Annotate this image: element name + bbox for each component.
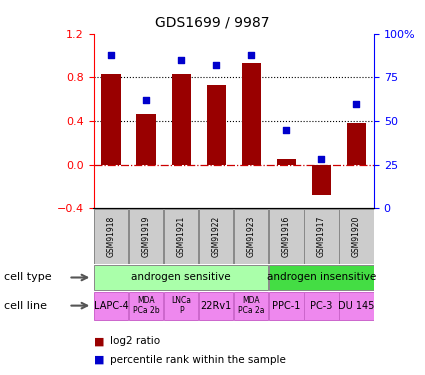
Text: MDA
PCa 2b: MDA PCa 2b [133,296,159,315]
Text: GSM91920: GSM91920 [352,216,361,257]
FancyBboxPatch shape [199,291,233,320]
FancyBboxPatch shape [234,291,269,320]
Text: GSM91917: GSM91917 [317,216,326,257]
FancyBboxPatch shape [129,291,163,320]
Text: androgen insensitive: androgen insensitive [267,273,376,282]
Text: 22Rv1: 22Rv1 [201,301,232,310]
Text: PC-3: PC-3 [310,301,333,310]
FancyBboxPatch shape [94,265,269,290]
Text: androgen sensitive: androgen sensitive [131,273,231,282]
Bar [312,165,331,195]
FancyBboxPatch shape [164,209,198,264]
FancyBboxPatch shape [269,265,374,290]
FancyBboxPatch shape [339,291,374,320]
FancyBboxPatch shape [199,209,233,264]
Text: GSM91919: GSM91919 [142,216,150,257]
FancyBboxPatch shape [269,291,303,320]
Text: LAPC-4: LAPC-4 [94,301,128,310]
Text: PPC-1: PPC-1 [272,301,300,310]
FancyBboxPatch shape [94,291,128,320]
Point [108,52,114,58]
Text: ■: ■ [94,336,104,346]
FancyBboxPatch shape [164,291,198,320]
Text: GSM91916: GSM91916 [282,216,291,257]
Bar [172,74,191,165]
Point [318,156,325,162]
Text: LNCa
P: LNCa P [171,296,191,315]
FancyBboxPatch shape [234,209,269,264]
Text: log2 ratio: log2 ratio [110,336,161,346]
Text: GSM91923: GSM91923 [247,216,256,257]
Text: GSM91921: GSM91921 [177,216,186,257]
FancyBboxPatch shape [94,209,128,264]
Text: percentile rank within the sample: percentile rank within the sample [110,355,286,365]
FancyBboxPatch shape [339,209,374,264]
Bar [136,114,156,165]
Text: GDS1699 / 9987: GDS1699 / 9987 [155,15,270,29]
Text: ■: ■ [94,355,104,365]
Bar [242,63,261,165]
FancyBboxPatch shape [304,209,339,264]
Bar [277,159,296,165]
Text: cell line: cell line [4,301,47,310]
Point [213,62,220,68]
Text: MDA
PCa 2a: MDA PCa 2a [238,296,264,315]
Text: GSM91918: GSM91918 [107,216,116,257]
Point [353,100,360,106]
Text: DU 145: DU 145 [338,301,375,310]
Point [283,127,290,133]
Bar [347,123,366,165]
Point [143,97,150,103]
Text: cell type: cell type [4,273,52,282]
FancyBboxPatch shape [129,209,163,264]
Bar [207,85,226,165]
Point [248,52,255,58]
Text: GSM91922: GSM91922 [212,216,221,257]
FancyBboxPatch shape [304,291,339,320]
FancyBboxPatch shape [269,209,303,264]
Bar [102,74,121,165]
Point [178,57,184,63]
